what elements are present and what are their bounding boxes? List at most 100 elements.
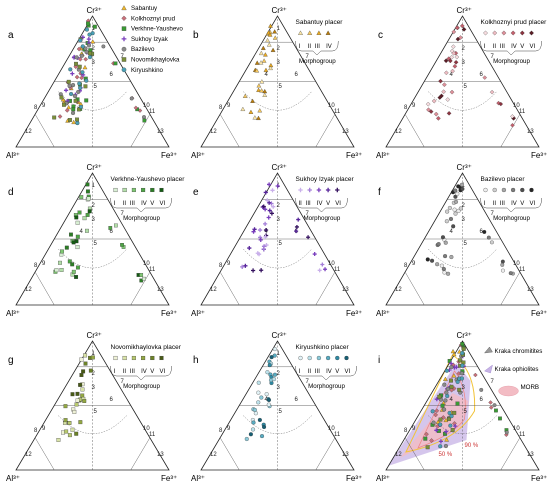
data-point xyxy=(275,183,280,189)
morphogroup-roman-II: II xyxy=(308,44,312,50)
field-number-5: 5 xyxy=(94,84,98,90)
data-point xyxy=(82,64,88,70)
data-point xyxy=(457,387,462,392)
data-point xyxy=(266,215,271,220)
data-point xyxy=(248,109,254,114)
panel-title-d: Verkhne-Yaushevo placer xyxy=(111,176,186,183)
morphogroup-roman-III: III xyxy=(130,201,135,207)
data-point xyxy=(67,83,72,88)
data-point xyxy=(449,54,455,60)
data-point xyxy=(519,30,525,36)
field-number-8: 8 xyxy=(34,428,38,434)
data-point xyxy=(317,268,322,273)
contour-90 xyxy=(405,354,476,453)
field-number-9: 9 xyxy=(227,426,231,432)
field-number-8: 8 xyxy=(34,105,38,111)
data-point xyxy=(244,436,249,442)
field-number-12: 12 xyxy=(210,287,217,293)
field-number-4: 4 xyxy=(450,72,454,78)
morphogroup-roman-V: V xyxy=(150,201,154,207)
data-point xyxy=(459,182,464,187)
data-point xyxy=(454,25,460,31)
data-point xyxy=(423,436,428,441)
morphogroup-roman-VI: VI xyxy=(335,201,341,207)
field-line xyxy=(315,271,336,306)
data-point xyxy=(242,93,248,98)
data-point xyxy=(320,262,325,267)
data-point xyxy=(268,65,273,71)
data-point xyxy=(63,404,68,409)
data-point xyxy=(264,392,269,397)
apex-label-al: Al³⁺ xyxy=(6,151,20,160)
data-point xyxy=(256,390,261,395)
data-point xyxy=(267,200,272,205)
field-number-6: 6 xyxy=(110,229,114,235)
data-point xyxy=(307,30,313,35)
morphogroup-bracket xyxy=(480,40,542,56)
panel-letter-a: a xyxy=(8,30,14,41)
apex-label-al: Al³⁺ xyxy=(6,474,20,483)
apex-label-fe: Fe³⁺ xyxy=(346,309,362,318)
data-point xyxy=(261,58,267,63)
data-point xyxy=(121,67,127,73)
data-point xyxy=(492,403,497,408)
panel-letter-g: g xyxy=(8,355,14,366)
data-point xyxy=(489,405,494,410)
field-number-6: 6 xyxy=(110,397,114,403)
data-point xyxy=(250,268,256,273)
data-point xyxy=(64,245,69,250)
data-point xyxy=(78,38,83,43)
field-number-5: 5 xyxy=(279,409,283,415)
morphogroup-roman-III: III xyxy=(315,44,320,50)
data-point xyxy=(267,32,273,37)
field-number-13: 13 xyxy=(157,287,164,293)
data-point xyxy=(434,428,439,433)
field-number-2: 2 xyxy=(92,46,96,52)
data-point xyxy=(263,190,268,195)
data-point xyxy=(250,427,256,432)
data-point xyxy=(434,397,439,402)
data-point xyxy=(76,89,81,95)
data-point xyxy=(437,95,443,100)
data-point xyxy=(461,346,466,351)
data-point xyxy=(294,229,299,234)
data-point xyxy=(445,209,450,214)
morphogroup-roman-I: I xyxy=(299,44,301,50)
morphogroup-bracket xyxy=(110,365,172,381)
data-point xyxy=(452,207,457,212)
field-line xyxy=(500,437,521,471)
data-point xyxy=(529,30,534,36)
field-number-3: 3 xyxy=(462,60,466,66)
data-point xyxy=(296,217,301,222)
data-point xyxy=(57,114,63,119)
data-point xyxy=(114,223,118,228)
field-number-6: 6 xyxy=(295,397,299,403)
data-point xyxy=(71,240,76,245)
data-point xyxy=(437,394,442,399)
data-point xyxy=(494,408,498,413)
data-point xyxy=(425,101,431,107)
data-point xyxy=(251,420,256,425)
field-line xyxy=(404,114,425,148)
data-point xyxy=(68,232,73,237)
field-number-4: 4 xyxy=(80,229,84,235)
data-point xyxy=(453,188,458,193)
data-point xyxy=(240,264,245,269)
field-number-3: 3 xyxy=(277,60,281,66)
overlay-legend-morb: MORB xyxy=(521,384,540,391)
data-point xyxy=(430,258,435,263)
field-number-3: 3 xyxy=(92,60,96,66)
field-line xyxy=(404,271,425,306)
data-point xyxy=(263,221,268,226)
morphogroup-roman-V: V xyxy=(326,201,330,207)
data-point xyxy=(70,262,75,267)
data-point xyxy=(451,51,457,56)
data-point xyxy=(448,423,453,428)
data-point xyxy=(298,355,303,361)
data-point xyxy=(62,102,66,107)
field-number-5: 5 xyxy=(464,241,468,247)
morphogroup-label: Morphogroup xyxy=(299,58,336,65)
legend-item-sukhoy-izyak: Sukhoy Izyak xyxy=(131,36,169,43)
morphogroup-roman-II: II xyxy=(123,201,127,207)
